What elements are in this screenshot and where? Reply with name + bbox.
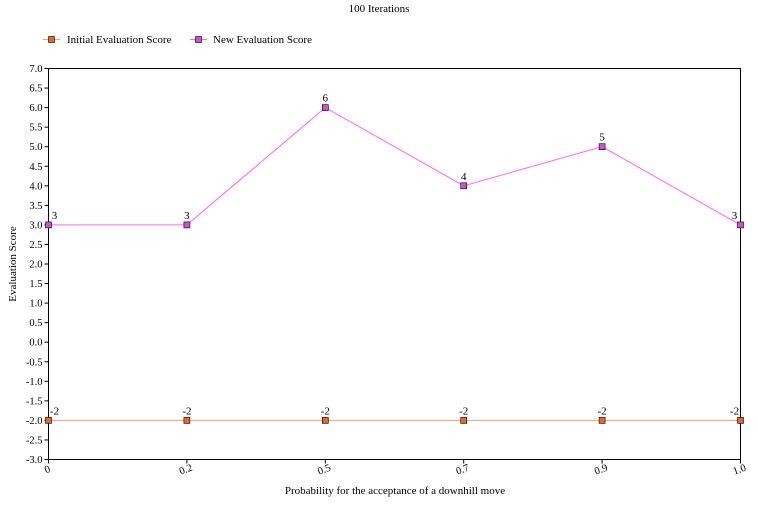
data-label: 3 (732, 210, 738, 222)
data-point (737, 221, 744, 229)
legend-item-initial: Initial Evaluation Score (43, 34, 172, 46)
y-tick-label: 6.5 (29, 84, 42, 95)
y-tick-label: 7.0 (29, 64, 42, 75)
y-tick-label: 1.5 (29, 279, 42, 290)
chart-title: 100 Iterations (349, 3, 410, 15)
data-point (183, 221, 191, 229)
y-tick-label: 5.0 (29, 142, 42, 153)
data-label: -2 (50, 405, 59, 417)
x-axis: 0 0.2 0.5 0.7 0.9 1.0 (43, 459, 748, 478)
y-tick-label: 2.0 (29, 260, 42, 271)
data-label: 6 (323, 93, 329, 105)
legend-label-new: New Evaluation Score (213, 34, 312, 46)
data-point (460, 417, 468, 424)
data-label: -2 (182, 405, 191, 417)
x-tick-label: 0.9 (593, 463, 609, 478)
y-tick-label: 5.5 (29, 123, 42, 134)
data-point (321, 417, 329, 424)
y-tick-label: 1.0 (29, 299, 42, 310)
y-tick-label: 2.5 (29, 240, 42, 251)
y-axis: -3.0 -2.5 -2.0 -1.5 -1.0 -0.5 0.0 0.5 1.0 1.5 2.0 2… (26, 64, 49, 466)
y-axis-label: Evaluation Score (7, 226, 19, 302)
data-label: -2 (321, 405, 330, 417)
y-tick-label: -2.5 (26, 435, 43, 446)
data-label: -2 (598, 405, 607, 417)
series-layer: -2 -2 -2 -2 -2 -2 3 3 6 4 5 3 (45, 93, 744, 424)
x-tick-label: 0 (43, 464, 52, 476)
y-tick-label: -1.0 (26, 377, 43, 388)
data-label: -2 (459, 405, 468, 417)
series-line (48, 106, 741, 226)
legend-item-new: New Evaluation Score (190, 34, 312, 46)
y-tick-label: 3.0 (29, 220, 42, 231)
legend-marker-initial (48, 36, 55, 43)
y-tick-label: -3.0 (26, 455, 43, 466)
data-label: 3 (184, 210, 190, 222)
plot-area (48, 68, 741, 460)
y-tick-label: 0.5 (29, 318, 42, 329)
x-tick-label: 1.0 (732, 463, 748, 478)
y-tick-label: -1.5 (26, 396, 43, 407)
data-label: 4 (461, 171, 467, 183)
data-point (45, 417, 52, 424)
y-tick-label: 4.5 (29, 162, 42, 173)
data-label: 5 (599, 132, 605, 144)
y-tick-label: -0.5 (26, 357, 43, 368)
legend-marker-new (195, 36, 202, 43)
data-point (598, 417, 606, 424)
legend: Initial Evaluation Score New Evaluation … (43, 34, 312, 46)
y-tick-label: 6.0 (29, 103, 42, 114)
data-point (183, 417, 191, 424)
x-tick-label: 0.7 (455, 463, 471, 478)
data-point (45, 221, 52, 229)
x-axis-label: Probability for the acceptance of a down… (285, 485, 505, 497)
y-tick-label: -2.0 (26, 416, 43, 427)
data-point (460, 182, 468, 190)
x-tick-label: 0.2 (178, 463, 194, 478)
data-point (598, 143, 606, 150)
x-tick-label: 0.5 (316, 463, 332, 478)
y-tick-label: 4.0 (29, 181, 42, 192)
data-label: -2 (730, 405, 739, 417)
data-point (321, 104, 329, 111)
y-tick-label: 0.0 (29, 338, 42, 349)
legend-label-initial: Initial Evaluation Score (67, 34, 172, 46)
data-point (737, 417, 744, 424)
y-tick-label: 3.5 (29, 201, 42, 212)
data-label: 3 (52, 210, 58, 222)
